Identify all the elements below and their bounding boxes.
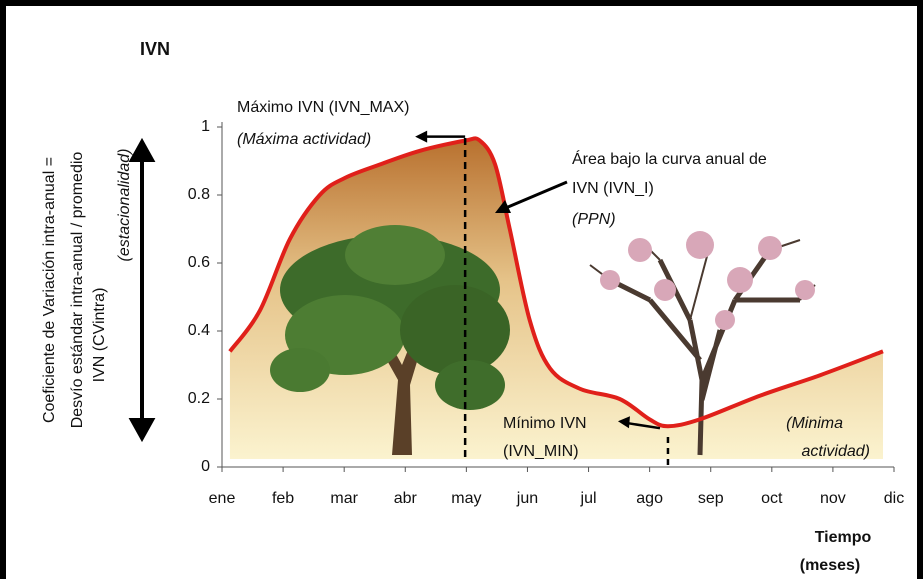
x-tick-label: oct bbox=[761, 490, 783, 507]
arrow-head bbox=[495, 200, 511, 213]
annotation: Máximo IVN (IVN_MAX) bbox=[237, 99, 409, 116]
x-label: (meses) bbox=[800, 557, 860, 574]
x-tick-label: mar bbox=[330, 490, 358, 507]
annotation: Área bajo la curva anual de bbox=[572, 149, 767, 168]
x-tick-label: abr bbox=[394, 490, 418, 507]
area bbox=[229, 138, 884, 459]
x-tick-label: nov bbox=[820, 490, 846, 507]
y-tick-label: 0 bbox=[201, 458, 210, 475]
annotation: Mínimo IVN bbox=[503, 415, 587, 432]
annotation: (Máxima actividad) bbox=[237, 131, 371, 148]
plot: 0 0.2 0.4 0.6 0.8 1 ene feb mar abr may jun jul ago se… bbox=[188, 118, 904, 507]
x-tick-label: sep bbox=[698, 490, 724, 507]
arrow-head bbox=[415, 130, 428, 143]
annotation: (Minima bbox=[786, 415, 843, 432]
y-tick-label: 0.8 bbox=[188, 186, 210, 203]
x-tick-label: ago bbox=[636, 490, 663, 507]
arrow bbox=[627, 421, 661, 430]
y-label: Coeficiente de Variación intra-anual = D… bbox=[41, 149, 133, 429]
annotations: Máximo IVN (IVN_MAX) (Máxima actividad) Ár… bbox=[237, 99, 870, 465]
x-label: Tiempo bbox=[815, 529, 872, 546]
x-tick-label: may bbox=[451, 490, 481, 507]
illustrations bbox=[270, 225, 816, 456]
green-tree bbox=[270, 225, 510, 455]
y-label-note: (estacionalidad) bbox=[116, 149, 133, 262]
annotation: actividad) bbox=[802, 443, 870, 460]
x-tick-label: jul bbox=[580, 490, 597, 507]
x-tick-label: dic bbox=[884, 490, 904, 507]
arrow-head bbox=[617, 416, 630, 429]
y-tick-label: 1 bbox=[201, 118, 210, 135]
arrow bbox=[507, 180, 568, 209]
annotation: IVN (IVN_I) bbox=[572, 180, 654, 197]
bare-tree bbox=[589, 231, 816, 456]
y-label-line: Desvío estándar intra-anual / promedio bbox=[69, 152, 86, 429]
line bbox=[228, 136, 884, 429]
x-tick-label: ene bbox=[209, 490, 236, 507]
y-label-line: Coeficiente de Variación intra-anual = bbox=[41, 157, 58, 423]
x-tick-label: jun bbox=[516, 490, 538, 507]
y-tick-label: 0.6 bbox=[188, 254, 210, 271]
x-tick-label: feb bbox=[272, 490, 294, 507]
y-label-line: IVN (CVintra) bbox=[91, 288, 108, 383]
annotation: (PPN) bbox=[572, 211, 616, 228]
annotation: (IVN_MIN) bbox=[503, 443, 579, 460]
double-arrow bbox=[128, 137, 156, 443]
chart-title: IVN bbox=[140, 39, 170, 59]
y-tick-label: 0.4 bbox=[188, 322, 210, 339]
y-tick-label: 0.2 bbox=[188, 390, 210, 407]
